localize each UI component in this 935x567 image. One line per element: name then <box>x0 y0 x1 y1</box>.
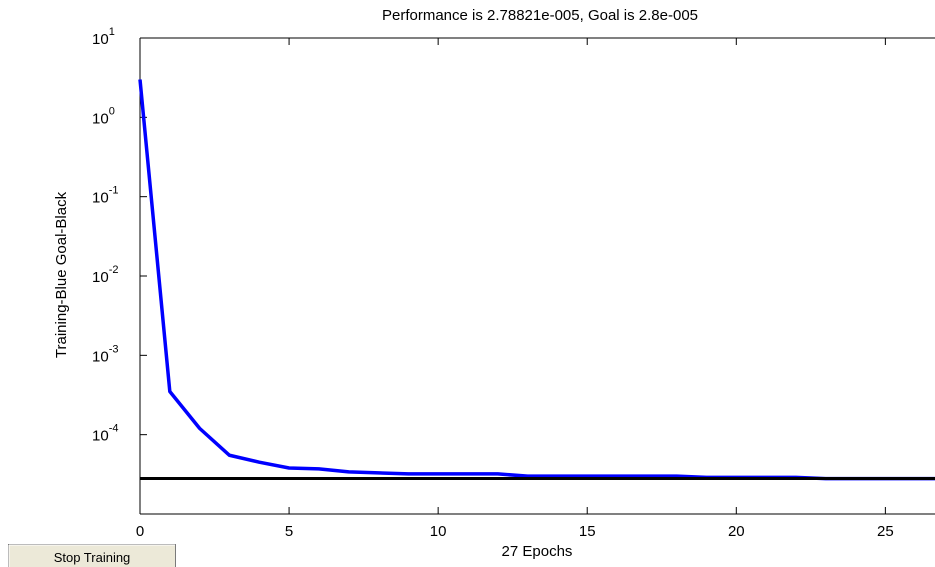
x-tick-label: 10 <box>430 523 447 540</box>
y-tick-label: 10-1 <box>92 185 118 207</box>
y-tick-exponent: -2 <box>109 264 119 276</box>
y-tick-base: 10 <box>92 348 109 365</box>
y-tick-base: 10 <box>92 269 109 286</box>
y-tick-base: 10 <box>92 190 109 207</box>
stop-button[interactable]: Stop Training <box>8 544 176 567</box>
y-tick-exponent: 1 <box>109 26 115 38</box>
y-tick-base: 10 <box>92 110 109 127</box>
y-tick-label: 101 <box>92 26 115 48</box>
y-tick-base: 10 <box>92 428 109 445</box>
x-tick-label: 15 <box>579 523 596 540</box>
chart-title: Performance is 2.78821e-005, Goal is 2.8… <box>382 7 698 24</box>
y-tick-label: 10-2 <box>92 264 118 286</box>
y-tick-exponent: -4 <box>109 423 119 435</box>
button-label[interactable]: Stop Training <box>54 550 131 565</box>
x-axis-label: 27 Epochs <box>502 543 573 560</box>
training-line <box>138 79 935 481</box>
x-tick-label: 25 <box>877 523 894 540</box>
y-tick-label: 100 <box>92 105 115 127</box>
y-tick-label: 10-3 <box>92 343 118 365</box>
y-axis-label: Training-Blue Goal-Black <box>53 191 70 358</box>
y-tick-exponent: -3 <box>109 343 119 355</box>
x-tick-label: 0 <box>136 523 144 540</box>
x-tick-label: 5 <box>285 523 293 540</box>
x-tick-label: 20 <box>728 523 745 540</box>
y-tick-exponent: -1 <box>109 185 119 197</box>
y-tick-label: 10-4 <box>92 423 118 445</box>
y-tick-base: 10 <box>92 31 109 48</box>
y-tick-exponent: 0 <box>109 105 115 117</box>
